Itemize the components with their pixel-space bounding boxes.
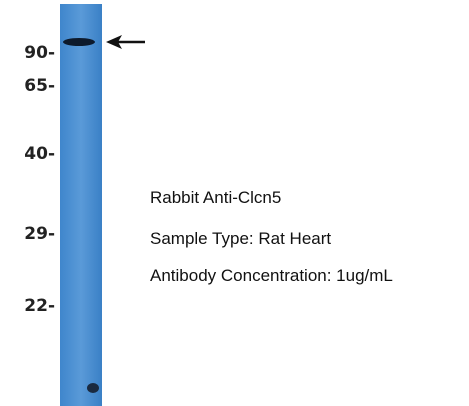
- marker-label: 90-: [24, 43, 55, 63]
- blot-figure: 90- 65- 40- 29- 22- Rabbit Anti-Clcn5 Sample …: [0, 0, 469, 406]
- blot-spot: [87, 383, 99, 393]
- marker-label: 29-: [24, 224, 55, 244]
- marker-labels: 90- 65- 40- 29- 22-: [24, 43, 55, 316]
- marker-label: 40-: [24, 144, 55, 164]
- info-line: Antibody Concentration: 1ug/mL: [150, 266, 393, 285]
- info-line: Sample Type: Rat Heart: [150, 229, 331, 248]
- marker-label: 65-: [24, 76, 55, 96]
- protein-band: [63, 38, 95, 46]
- blot-lane: [60, 4, 102, 406]
- marker-label: 22-: [24, 296, 55, 316]
- info-line: Rabbit Anti-Clcn5: [150, 188, 281, 207]
- arrow: [106, 35, 145, 49]
- info-text: Rabbit Anti-Clcn5 Sample Type: Rat Heart A…: [150, 188, 393, 285]
